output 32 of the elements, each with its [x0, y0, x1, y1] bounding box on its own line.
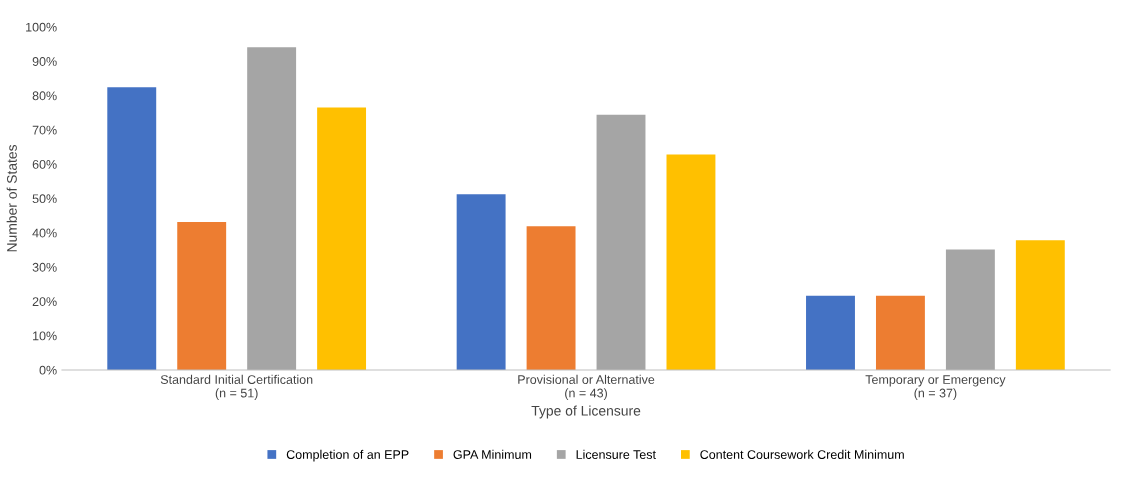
bar	[945, 249, 995, 370]
bar	[875, 295, 925, 370]
legend-label: Licensure Test	[576, 449, 656, 459]
legend-label: Content Coursework Credit Minimum	[700, 449, 904, 459]
y-tick-label: 40%	[32, 228, 57, 238]
y-tick-label: 0%	[39, 365, 57, 375]
x-tick-label: Provisional or Alternative (n = 43)	[518, 374, 655, 400]
y-tick-label: 20%	[32, 297, 57, 306]
bar	[247, 47, 297, 370]
y-tick-label: 50%	[32, 194, 57, 204]
bar	[107, 87, 157, 370]
y-tick-label: 90%	[32, 57, 57, 66]
x-tick-label: Temporary or Emergency (n = 37)	[865, 375, 1006, 400]
bar	[596, 114, 646, 370]
y-axis-title: Number of States	[6, 144, 17, 252]
y-tick-label: 30%	[32, 262, 57, 272]
x-tick-label: Standard Initial Certification (n = 51)	[160, 374, 313, 400]
bar	[526, 226, 576, 370]
bar	[317, 107, 367, 370]
y-tick-label: 70%	[32, 125, 57, 135]
x-axis-title: Type of Licensure	[531, 405, 641, 419]
y-tick-label: 60%	[32, 159, 57, 169]
bar	[666, 154, 716, 370]
bar	[806, 295, 855, 370]
y-tick-label: 80%	[32, 91, 57, 101]
bar	[177, 222, 227, 370]
y-tick-label: 10%	[33, 331, 57, 341]
y-tick-label: 100%	[26, 22, 57, 32]
legend-label: GPA Minimum	[453, 449, 532, 459]
bar	[456, 194, 506, 370]
legend-label: Completion of an EPP	[286, 449, 409, 462]
bar	[1015, 240, 1065, 370]
